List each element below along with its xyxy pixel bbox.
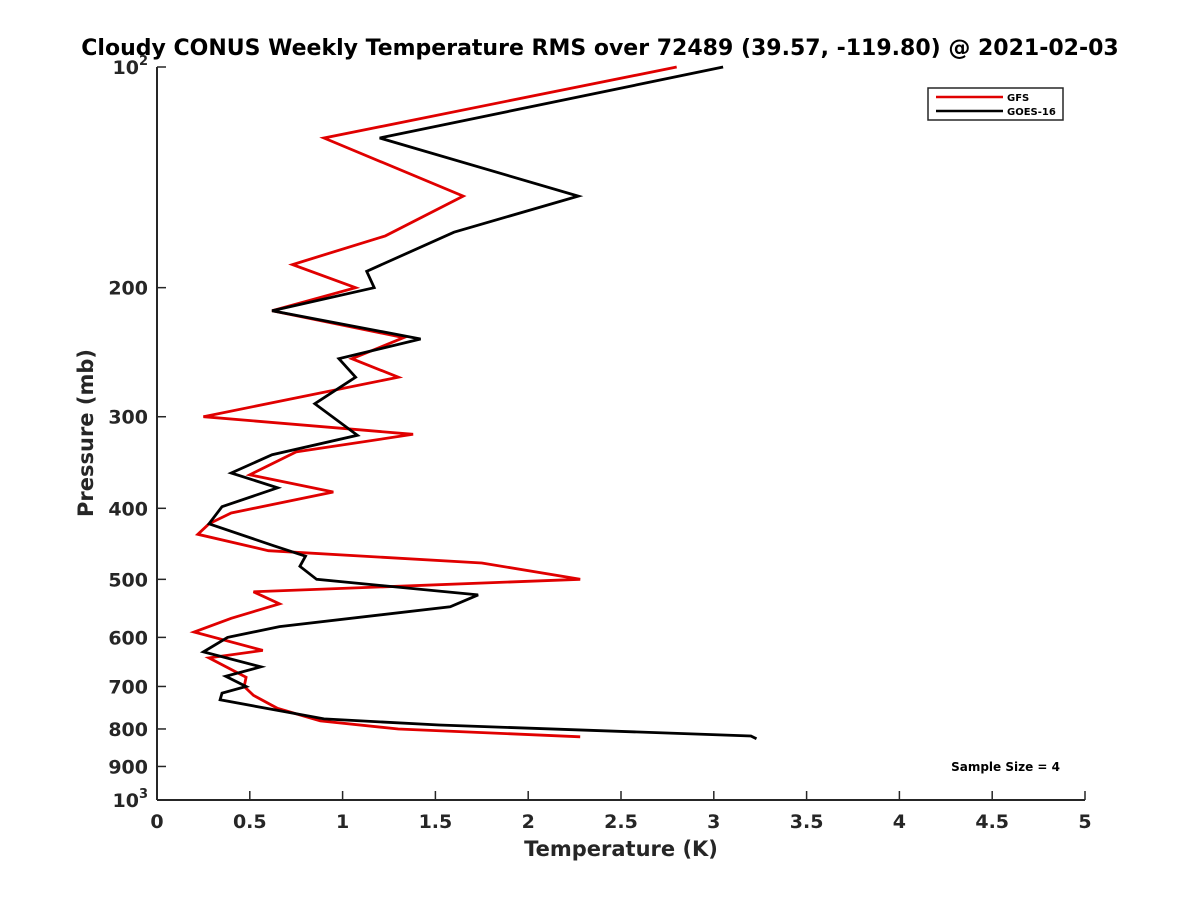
sample-size-annotation: Sample Size = 4	[951, 760, 1060, 774]
legend: GFS GOES-16	[927, 87, 1064, 121]
chart-title: Cloudy CONUS Weekly Temperature RMS over…	[81, 36, 1118, 61]
y-tick-label: 900	[108, 756, 148, 778]
legend-box	[927, 87, 1064, 121]
y-tick-label: 200	[108, 278, 148, 300]
x-tick-label: 0.5	[233, 811, 267, 833]
legend-label-goes16: GOES-16	[1007, 107, 1056, 118]
y-tick-label: 300	[108, 407, 148, 429]
series-layer	[189, 65, 758, 741]
y-ticks: 102 200 300 400 500 600 700 800 900 103	[108, 54, 166, 812]
x-axis-title: Temperature (K)	[524, 837, 718, 861]
x-tick-label: 0	[150, 811, 163, 833]
x-tick-label: 2	[522, 811, 535, 833]
x-tick-label: 4.5	[975, 811, 1009, 833]
x-tick-label: 1	[336, 811, 349, 833]
y-tick-label: 600	[108, 627, 148, 649]
x-tick-label: 1.5	[419, 811, 453, 833]
x-tick-label: 4	[893, 811, 906, 833]
legend-label-gfs: GFS	[1007, 93, 1029, 104]
y-tick-label: 103	[113, 787, 149, 812]
y-tick-label: 102	[113, 54, 149, 79]
y-tick-label: 800	[108, 719, 148, 741]
x-tick-label: 3	[707, 811, 720, 833]
plot-axes	[156, 67, 1085, 801]
y-axis-title: Pressure (mb)	[74, 349, 98, 517]
x-tick-label: 2.5	[604, 811, 638, 833]
x-tick-label: 5	[1078, 811, 1091, 833]
series-line-goes16	[199, 65, 758, 741]
series-line-gfs	[189, 65, 677, 739]
x-ticks: 0 0.5 1 1.5 2 2.5 3 3.5 4 4.5 5	[150, 791, 1092, 833]
x-tick-label: 3.5	[790, 811, 824, 833]
y-tick-label: 500	[108, 569, 148, 591]
y-tick-label: 400	[108, 498, 148, 520]
y-tick-label: 700	[108, 676, 148, 698]
